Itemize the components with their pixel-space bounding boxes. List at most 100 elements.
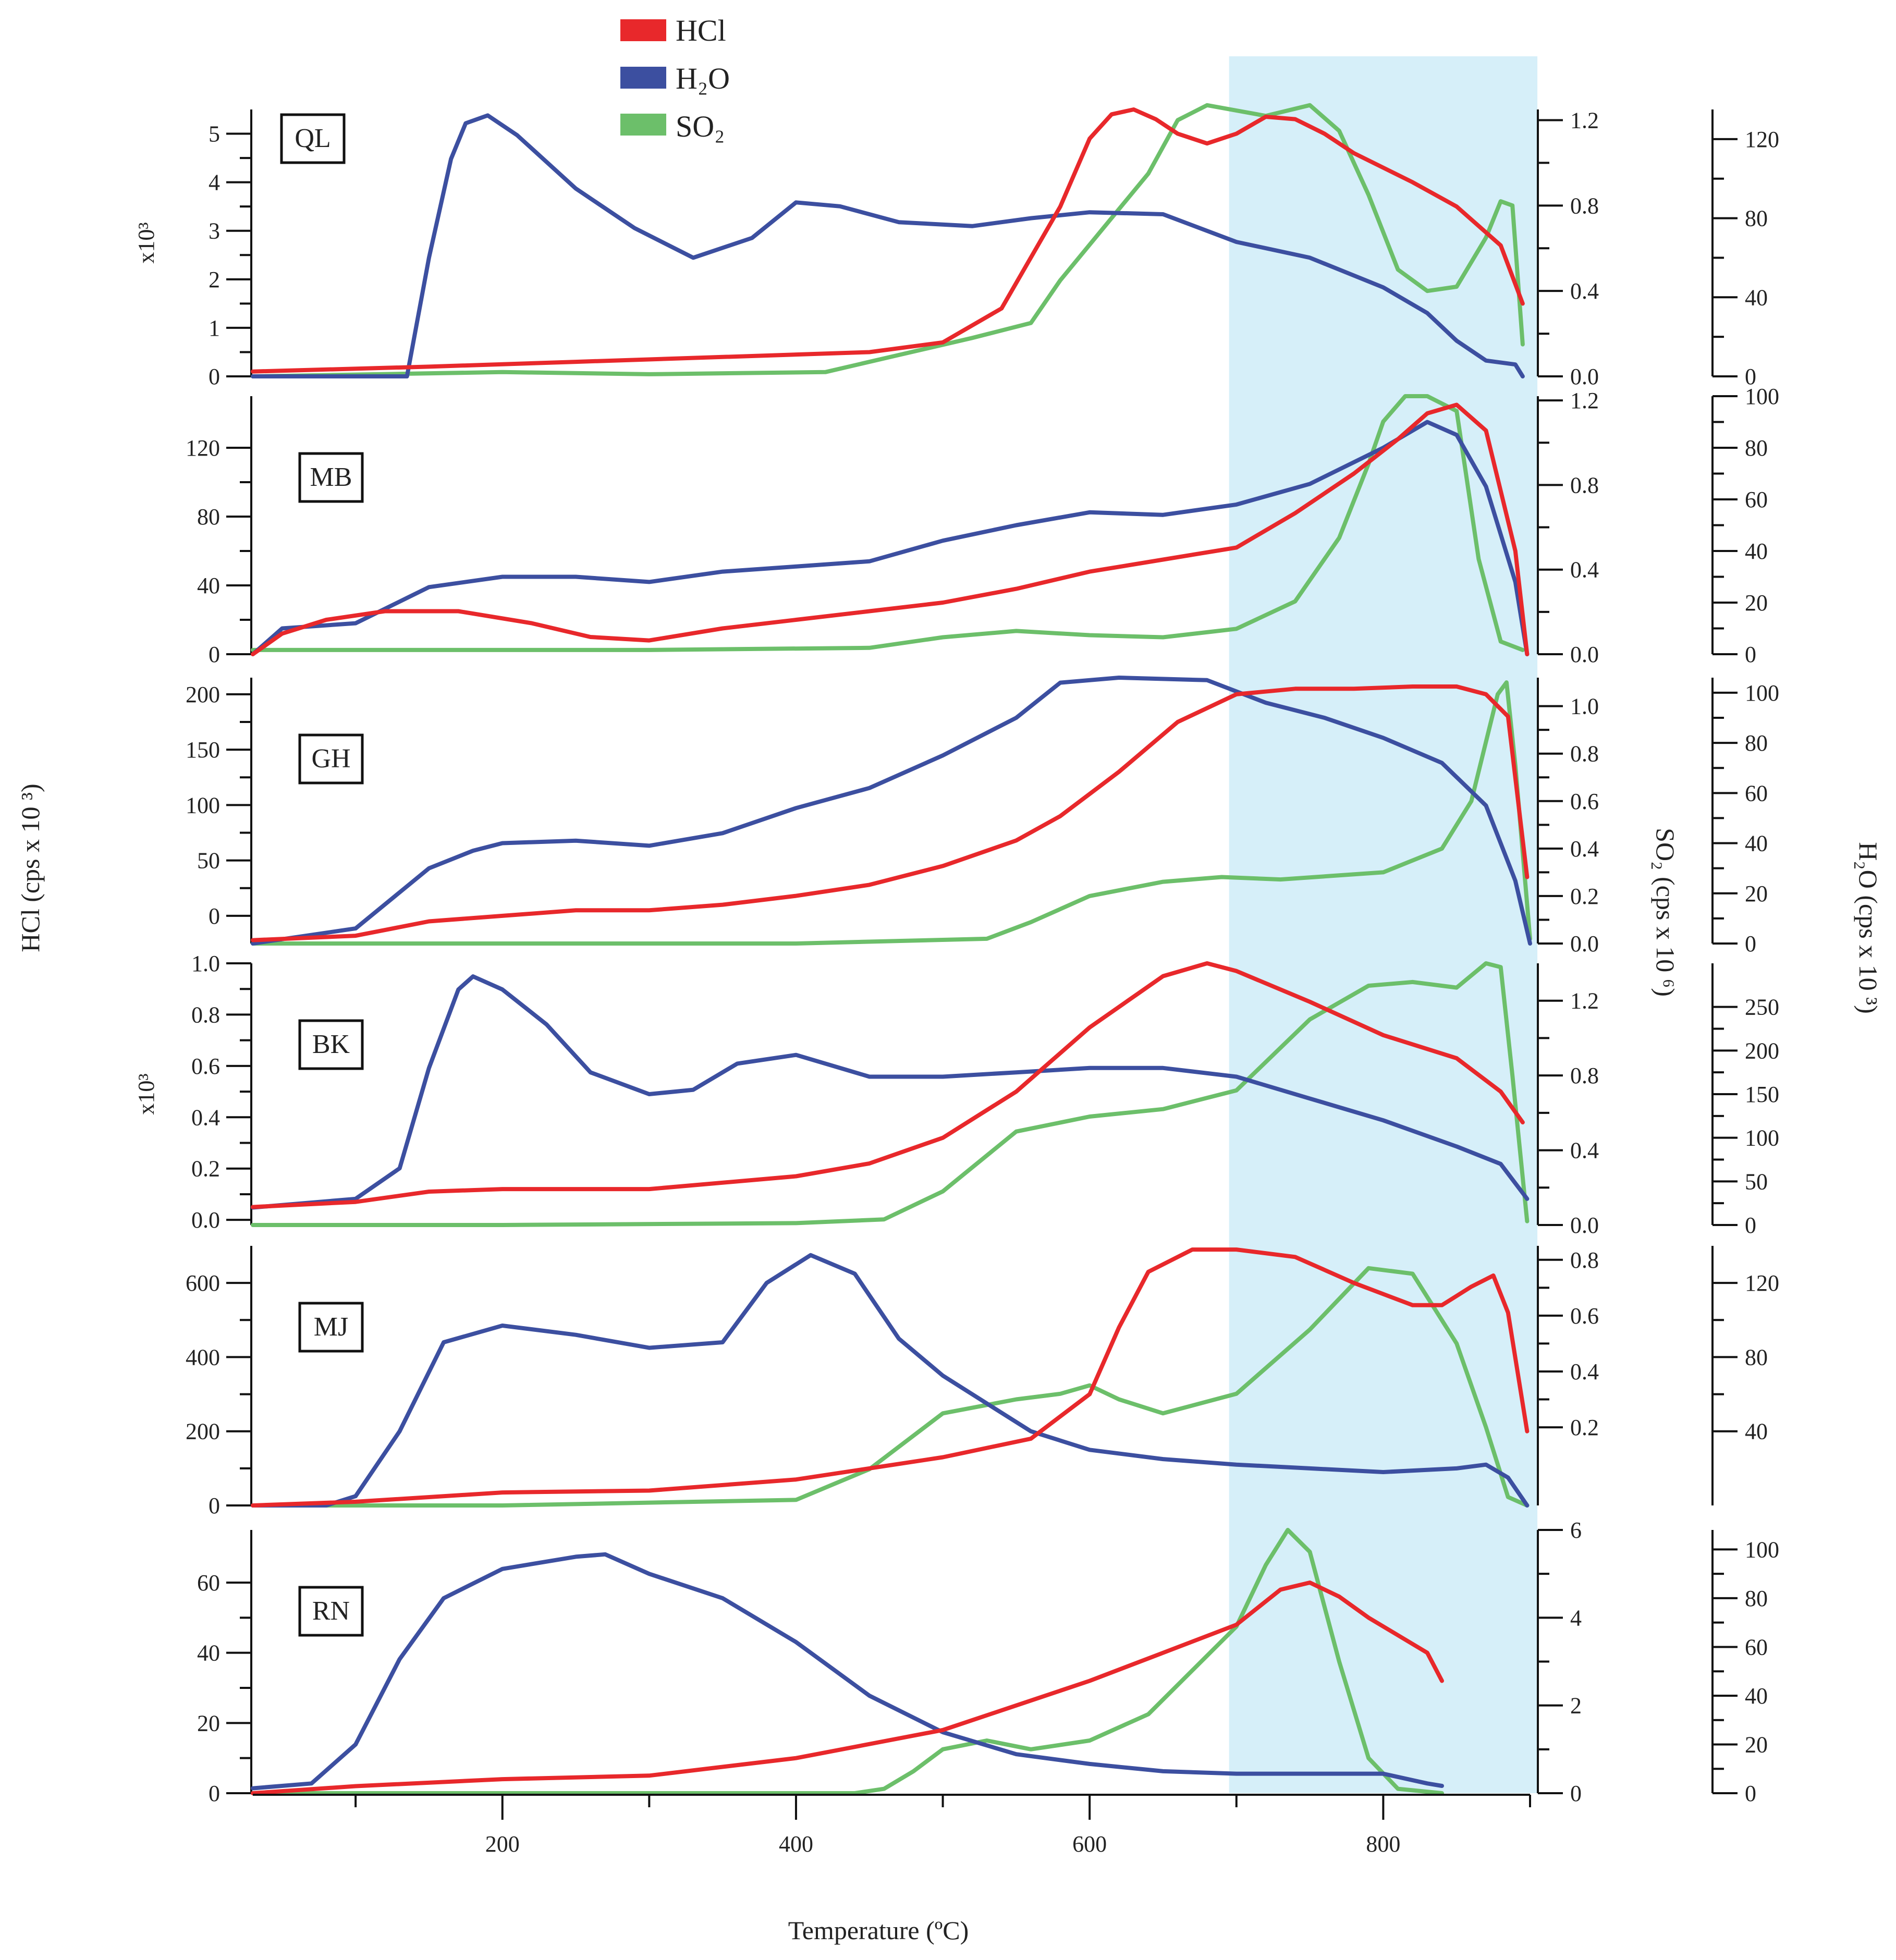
- h2o-axis-tick-label: 80: [1745, 435, 1768, 461]
- series-line-so2: [251, 394, 1525, 652]
- hcl-axis-tick-label: 0: [209, 1781, 220, 1806]
- so2-axis-title: SO₂ (cps x 10 ⁶): [1651, 828, 1680, 997]
- hcl-axis-tick-label: 100: [186, 792, 220, 818]
- series-line-h2o: [251, 1253, 1530, 1508]
- panel-ql: 0 1 2 3 4 5 0.0 0.4 0.8 1.2 0 40 80 120 x10³ QL: [133, 103, 1779, 389]
- h2o-axis-tick-label: 100: [1745, 1537, 1779, 1562]
- so2-axis-tick-label: 0.2: [1570, 884, 1599, 909]
- so2-axis-tick-label: 0.0: [1570, 931, 1599, 957]
- panel-label: MJ: [314, 1312, 348, 1342]
- hcl-scale-note: x10³: [133, 222, 159, 263]
- x-axis-title: Temperature (ºC): [788, 1916, 969, 1945]
- so2-axis-tick-label: 0.6: [1570, 1303, 1599, 1329]
- h2o-axis-tick-label: 40: [1745, 1683, 1768, 1709]
- so2-axis-tick-label: 1.2: [1570, 988, 1599, 1014]
- series-line-so2: [251, 1528, 1444, 1795]
- hcl-axis-tick-label: 0: [209, 903, 220, 929]
- panel-label: RN: [312, 1596, 350, 1626]
- legend-swatch-hcl: [620, 19, 666, 41]
- so2-axis-tick-label: 2: [1570, 1693, 1582, 1719]
- panel-label-box: [280, 113, 346, 164]
- panel-label: MB: [310, 462, 352, 492]
- legend-swatch-so2: [620, 114, 666, 136]
- series-line-hcl: [251, 1247, 1530, 1508]
- so2-axis-tick-label: 0.4: [1570, 557, 1599, 583]
- series-line-so2: [251, 103, 1525, 378]
- hcl-axis-tick-label: 0: [209, 364, 220, 389]
- h2o-axis-tick-label: 0: [1745, 1781, 1756, 1806]
- h2o-axis-tick-label: 0: [1745, 931, 1756, 957]
- h2o-axis-tick-label: 250: [1745, 995, 1779, 1020]
- x-tick-label: 600: [1072, 1831, 1107, 1857]
- hcl-axis-tick-label: 60: [197, 1570, 220, 1596]
- h2o-axis-tick-label: 80: [1745, 1586, 1768, 1611]
- panel-label-box: [298, 733, 364, 785]
- so2-axis: 0.0 0.4 0.8 1.2: [1537, 107, 1599, 389]
- h2o-axis: 0 20 40 60 80 100: [1711, 384, 1779, 667]
- hcl-axis: 0 20 40 60: [197, 1530, 252, 1806]
- highlight-band: [1229, 56, 1538, 1793]
- h2o-axis: 0 20 40 60 80 100: [1711, 678, 1779, 957]
- h2o-axis-tick-label: 80: [1745, 206, 1768, 231]
- panel-mj: 0 200 400 600 0.2 0.4 0.6 0.8 40 80 120 MJ: [186, 1246, 1779, 1518]
- hcl-axis-tick-label: 0.6: [191, 1054, 220, 1079]
- legend-label-h2o: H₂O: [676, 62, 730, 95]
- so2-axis-tick-label: 0.4: [1570, 1138, 1599, 1163]
- hcl-axis-tick-label: 0.0: [191, 1207, 220, 1233]
- hcl-axis-tick-label: 120: [186, 435, 220, 461]
- series-line-h2o: [251, 113, 1525, 378]
- series-line-hcl: [251, 961, 1525, 1209]
- so2-axis-tick-label: 0.4: [1570, 1359, 1599, 1385]
- legend: HCl H₂O SO₂: [620, 14, 730, 143]
- hcl-axis-tick-label: 3: [209, 218, 220, 244]
- hcl-axis-tick-label: 0: [209, 642, 220, 667]
- series-line-hcl: [251, 1581, 1444, 1795]
- so2-axis-tick-label: 0.8: [1570, 741, 1599, 767]
- panel-label-box: [298, 1586, 364, 1637]
- legend-label-so2: SO₂: [676, 109, 725, 143]
- h2o-axis-tick-label: 20: [1745, 1732, 1768, 1757]
- h2o-axis-tick-label: 100: [1745, 1125, 1779, 1151]
- hcl-axis-tick-label: 400: [186, 1344, 220, 1370]
- so2-axis-tick-label: 0.8: [1570, 1063, 1599, 1088]
- h2o-axis-tick-label: 40: [1745, 538, 1768, 564]
- series-line-so2: [251, 1266, 1530, 1508]
- series-line-h2o: [251, 974, 1530, 1210]
- h2o-axis-tick-label: 80: [1745, 1344, 1768, 1370]
- panel-label: BK: [312, 1030, 350, 1059]
- panel-label: QL: [295, 124, 331, 153]
- so2-axis-tick-label: 0.0: [1570, 1212, 1599, 1238]
- hcl-axis: 0 50 100 150 200: [186, 678, 252, 944]
- so2-axis-tick-label: 0.0: [1570, 642, 1599, 667]
- hcl-axis-title: HCl (cps x 10 ³): [16, 783, 45, 952]
- h2o-axis-tick-label: 20: [1745, 590, 1768, 616]
- h2o-axis-tick-label: 60: [1745, 1634, 1768, 1660]
- hcl-axis-tick-label: 0.2: [191, 1156, 220, 1182]
- series-line-hcl: [251, 107, 1525, 374]
- so2-axis: 0.0 0.4 0.8 1.2: [1537, 963, 1599, 1238]
- so2-axis-tick-label: 0.4: [1570, 278, 1599, 304]
- hcl-axis-tick-label: 1: [209, 315, 220, 341]
- so2-axis: 0.0 0.4 0.8 1.2: [1537, 388, 1599, 667]
- series-line-h2o: [251, 676, 1532, 946]
- hcl-axis-tick-label: 200: [186, 682, 220, 707]
- hcl-axis-tick-label: 600: [186, 1270, 220, 1296]
- legend-label-hcl: HCl: [676, 14, 726, 47]
- hcl-axis-tick-label: 2: [209, 267, 220, 292]
- x-axis: 200 400 600 800: [253, 1794, 1531, 1857]
- hcl-axis-tick-label: 1.0: [191, 951, 220, 976]
- panel-label: GH: [311, 744, 350, 774]
- so2-axis: 0 2 4 6: [1537, 1517, 1582, 1806]
- so2-axis-tick-label: 0.0: [1570, 364, 1599, 389]
- hcl-axis: 0.0 0.2 0.4 0.6 0.8 1.0: [191, 951, 252, 1233]
- hcl-axis-tick-label: 40: [197, 1640, 220, 1666]
- hcl-axis-tick-label: 4: [209, 170, 220, 195]
- h2o-axis-tick-label: 0: [1745, 364, 1756, 389]
- h2o-axis: 40 80 120: [1711, 1246, 1779, 1505]
- so2-axis-tick-label: 1.0: [1570, 694, 1599, 719]
- panels: 0123450.00.40.81.204080120x10³QL04080120…: [133, 103, 1779, 1806]
- x-tick-label: 800: [1366, 1831, 1400, 1857]
- series-line-h2o: [251, 420, 1530, 656]
